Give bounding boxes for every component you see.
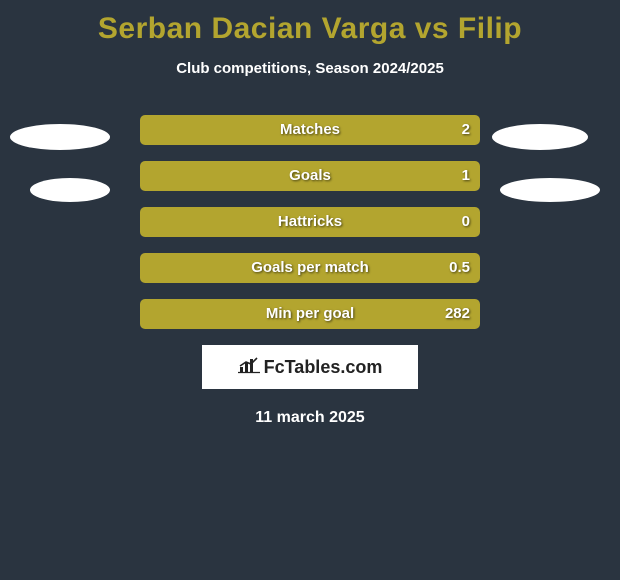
bar-fill xyxy=(140,115,480,145)
page-title: Serban Dacian Varga vs Filip xyxy=(0,0,620,46)
bar-fill xyxy=(140,299,480,329)
decorative-ellipse xyxy=(10,124,110,150)
stat-row: Goals per match0.5 xyxy=(0,253,620,283)
subtitle: Club competitions, Season 2024/2025 xyxy=(0,60,620,77)
decorative-ellipse xyxy=(500,178,600,202)
logo-box: FcTables.com xyxy=(202,345,418,389)
decorative-ellipse xyxy=(492,124,588,150)
logo: FcTables.com xyxy=(238,356,383,379)
bar-fill xyxy=(140,253,480,283)
date-text: 11 march 2025 xyxy=(0,409,620,427)
bar-fill xyxy=(140,161,480,191)
bar-fill xyxy=(140,207,480,237)
stat-row: Min per goal282 xyxy=(0,299,620,329)
decorative-ellipse xyxy=(30,178,110,202)
logo-text: FcTables.com xyxy=(264,357,383,378)
chart-icon xyxy=(238,356,260,379)
stat-row: Hattricks0 xyxy=(0,207,620,237)
